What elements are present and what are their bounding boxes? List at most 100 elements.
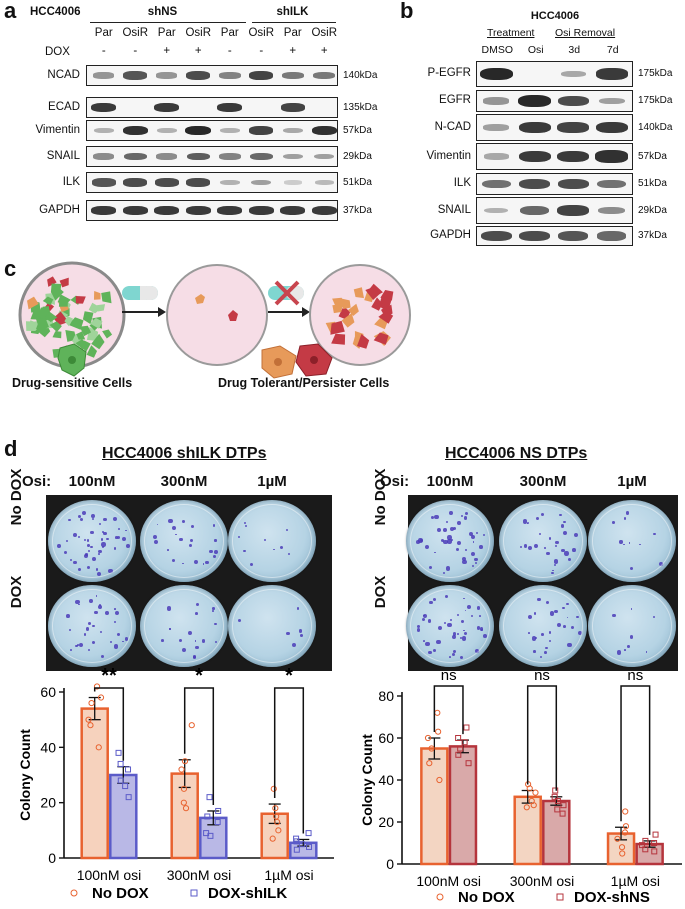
colony-dot [189,538,193,543]
colony-dot [568,557,572,562]
cell-persister [341,313,355,328]
cell-sensitive [96,304,106,312]
colony-dot [425,545,430,550]
lane-label-a: Par [220,27,239,39]
cell-sensitive [37,307,51,323]
blot-band [558,230,589,242]
cell-persister [341,298,351,310]
lane-label-a: OsiR [122,27,149,39]
colony-dot [122,536,127,542]
colony-dot [478,614,481,617]
colony-dot [540,513,544,517]
legend-label: No DOX [92,885,149,902]
blot-label-a: GAPDH [39,204,80,216]
colony-dot [64,551,68,555]
significance-marker: ns [534,668,550,684]
blot-band [248,205,274,216]
blot-band [156,153,178,160]
kda-label-b: 51kDa [638,178,667,189]
colony-dot [463,597,465,600]
colony-dot [114,536,118,539]
y-tick-label: 60 [40,684,56,700]
colony-dot [68,628,71,632]
colony-dot [638,543,641,546]
dox-sign: + [163,45,171,57]
kda-label-b: 175kDa [638,68,673,79]
colony-dot [434,551,436,554]
colony-dot [443,539,448,545]
colony-dot [100,538,103,541]
colony-dot [416,539,421,544]
colony-dot [82,511,87,516]
dose-label-left: 300nM [160,473,208,490]
colony-dot [285,528,289,532]
data-point [95,744,102,751]
cell-sensitive [51,286,64,301]
blot-band [557,121,590,134]
colony-dot [88,549,91,552]
colony-dot [562,530,567,536]
data-point [298,841,305,848]
blot-band [557,204,590,217]
colony-dot [447,622,452,628]
colony-dot [566,616,569,619]
blot-band [282,153,303,160]
colony-dot [523,544,528,548]
colony-dot [244,522,247,525]
colony-dot [195,612,199,615]
significance-marker: ns [627,668,643,684]
colony-dot [611,520,615,524]
blot-strip-a [86,120,338,141]
cell-sensitive [70,317,82,328]
colony-dot [445,566,451,571]
kda-label-b: 29kDa [638,204,667,216]
blot-band [154,205,180,216]
tolerant-cell-icon-red [295,343,333,377]
cell-persister [353,287,365,299]
colony-dot [535,516,539,521]
colony-dot [156,523,159,526]
blot-band [251,179,272,186]
colony-dot [455,548,459,552]
colony-dot [85,627,90,631]
colony-dot [443,528,447,532]
cell-sensitive [35,318,49,331]
colony-dot [474,562,477,565]
blot-label-a: NCAD [47,69,80,81]
colony-dot [181,520,185,524]
colony-dot [628,542,631,544]
blot-band [314,153,335,160]
data-point [435,728,442,735]
colony-dot [193,655,197,659]
row-label-left-dox: DOX [8,575,25,609]
blot-label-b: EGFR [439,94,471,106]
blot-band [483,124,510,131]
legend-label: DOX-shNS [574,889,650,906]
colony-dot [619,540,623,544]
colony-chart-shilk: 0 20 40 60 Colony Count ** 100nM osi * 300nM osi… [17,668,334,902]
kda-label-b: 175kDa [638,95,673,106]
colony-dot [436,528,441,533]
bar-dox-shns [542,799,571,866]
dish-persister [309,264,411,366]
colony-dot [100,630,103,633]
colony-dot [167,548,170,551]
colony-dot [87,543,90,547]
blot-strip-a [86,200,338,221]
colony-dot [168,519,173,524]
panel-letter-d: d [4,436,18,461]
colony-dot [476,531,479,534]
colony-dot [89,599,93,603]
blot-band [598,206,626,215]
blot-band [217,205,243,216]
colony-dish [588,500,676,582]
colony-dot [570,625,575,630]
colony-dot [273,548,275,551]
drug-sensitive-label: Drug-sensitive Cells [12,376,133,390]
colony-dot [75,599,80,605]
colony-dot [172,525,177,530]
colony-dot [419,539,424,543]
colony-dot [447,535,452,540]
y-tick-label: 20 [378,814,394,830]
legend-label: No DOX [458,889,515,906]
